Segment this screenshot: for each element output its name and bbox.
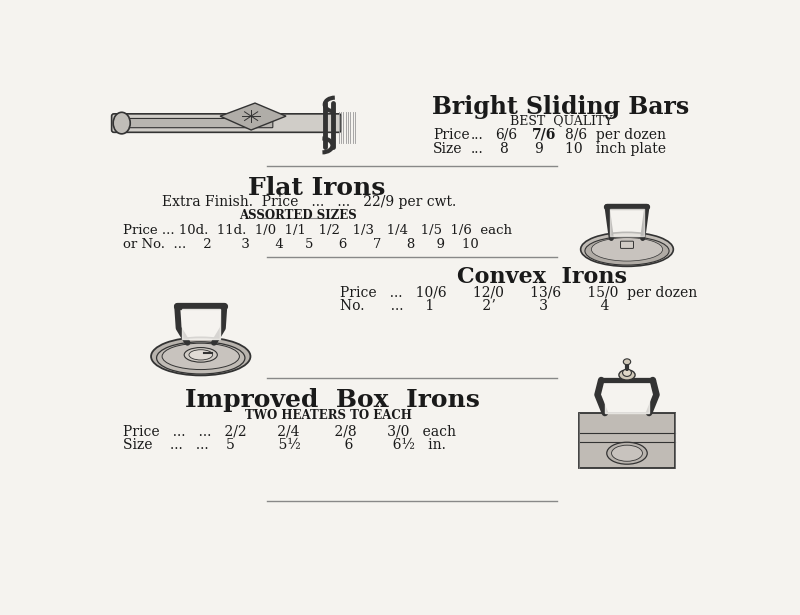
Text: ...: ... bbox=[470, 141, 483, 156]
Text: Flat Irons: Flat Irons bbox=[248, 177, 386, 200]
Ellipse shape bbox=[581, 232, 674, 266]
Text: Size    ...   ...    5          5½          6         6½   in.: Size ... ... 5 5½ 6 6½ in. bbox=[123, 438, 446, 452]
Text: ...: ... bbox=[470, 128, 483, 141]
Text: 10   inch plate: 10 inch plate bbox=[565, 141, 666, 156]
Ellipse shape bbox=[622, 369, 631, 376]
Polygon shape bbox=[220, 103, 286, 130]
Text: or No.  ...    2       3      4     5      6      7      8     9    10: or No. ... 2 3 4 5 6 7 8 9 10 bbox=[123, 238, 479, 251]
Polygon shape bbox=[605, 384, 649, 413]
Ellipse shape bbox=[606, 442, 647, 464]
Text: No.      ...     1           2ʼ          3            4: No. ... 1 2ʼ 3 4 bbox=[340, 300, 610, 314]
Ellipse shape bbox=[585, 237, 669, 265]
Text: Extra Finish.  Price   ...   ...   22/9 per cwt.: Extra Finish. Price ... ... 22/9 per cwt… bbox=[162, 196, 456, 210]
Ellipse shape bbox=[591, 237, 662, 261]
Text: ASSORTED SIZES: ASSORTED SIZES bbox=[238, 208, 357, 221]
FancyBboxPatch shape bbox=[112, 114, 341, 132]
Ellipse shape bbox=[113, 113, 130, 134]
Text: 8/6  per dozen: 8/6 per dozen bbox=[565, 128, 666, 141]
Ellipse shape bbox=[151, 338, 250, 375]
Text: Bright Sliding Bars: Bright Sliding Bars bbox=[433, 95, 690, 119]
Text: 6/6: 6/6 bbox=[495, 128, 518, 141]
Text: 8: 8 bbox=[499, 141, 508, 156]
Text: Price   ...   ...   2/2       2/4        2/8       3/0   each: Price ... ... 2/2 2/4 2/8 3/0 each bbox=[123, 424, 456, 438]
Ellipse shape bbox=[611, 445, 642, 461]
Text: BEST  QUALITY: BEST QUALITY bbox=[510, 114, 613, 127]
Text: 7/6: 7/6 bbox=[532, 128, 556, 141]
Text: Price ... 10d.  11d.  1/0  1/1   1/2   1/3   1/4   1/5  1/6  each: Price ... 10d. 11d. 1/0 1/1 1/2 1/3 1/4 … bbox=[123, 224, 512, 237]
FancyBboxPatch shape bbox=[116, 119, 273, 128]
FancyBboxPatch shape bbox=[621, 241, 634, 248]
Text: Price: Price bbox=[434, 128, 470, 141]
Polygon shape bbox=[182, 309, 220, 339]
Ellipse shape bbox=[157, 342, 245, 374]
Text: 9: 9 bbox=[534, 141, 542, 156]
FancyBboxPatch shape bbox=[579, 413, 675, 468]
Text: Size: Size bbox=[434, 141, 462, 156]
Ellipse shape bbox=[184, 347, 218, 362]
Text: Price   ...   10/6      12/0      13/6      15/0  per dozen: Price ... 10/6 12/0 13/6 15/0 per dozen bbox=[340, 285, 698, 300]
Text: TWO HEATERS TO EACH: TWO HEATERS TO EACH bbox=[245, 409, 412, 422]
Text: Improved  Box  Irons: Improved Box Irons bbox=[185, 388, 480, 412]
Ellipse shape bbox=[623, 359, 630, 365]
Ellipse shape bbox=[162, 343, 239, 370]
Text: Convex  Irons: Convex Irons bbox=[457, 266, 626, 288]
Ellipse shape bbox=[189, 350, 213, 360]
Ellipse shape bbox=[619, 370, 635, 380]
